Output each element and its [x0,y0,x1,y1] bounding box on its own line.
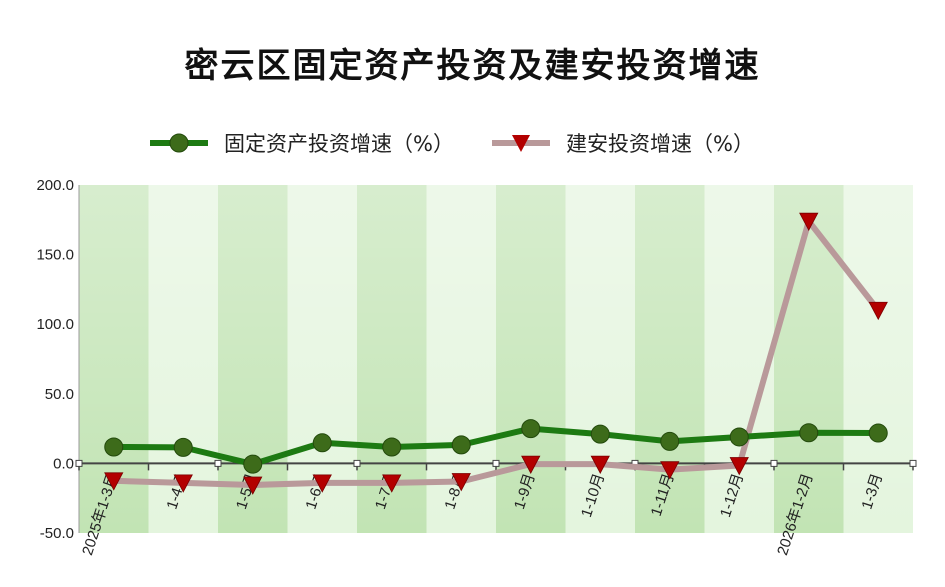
fixed-point [799,423,819,443]
y-tick-label: 50.0 [45,386,74,403]
fixed-point [660,431,680,451]
construction-point [868,301,888,321]
y-tick-label: 200.0 [36,177,74,194]
y-axis: 200.0 150.0 100.0 50.0 0.0 -50.0 [36,177,80,542]
axis-marker [214,459,222,467]
y-tick-label: 150.0 [36,247,74,264]
fixed-point [451,435,471,455]
legend-marker-construction [512,135,530,152]
series-fixed-line [113,425,879,468]
fixed-point [729,427,749,447]
construction-point [660,461,680,480]
fixed-point [243,454,263,474]
construction-point [382,474,402,493]
legend-label-construction: 建安投资增速（%） [566,132,754,156]
construction-point [590,455,610,474]
legend-marker-fixed [169,133,189,153]
legend: 固定资产投资增速（%） 建安投资增速（%） [150,132,754,156]
construction-point [312,474,332,493]
construction-point [451,473,471,492]
legend-item-construction: 建安投资增速（%） [492,132,754,156]
series-construction-line [113,218,881,488]
fixed-point [312,433,332,453]
axis-marker [770,459,778,467]
series-layer [104,212,888,495]
legend-item-fixed: 固定资产投资增速（%） [150,132,454,156]
axis-marker [909,459,917,467]
fixed-point [868,423,888,443]
axis-marker [75,459,83,467]
fixed-point [104,437,124,457]
construction-point [799,212,819,232]
construction-point [243,476,263,495]
fixed-point [521,419,541,439]
legend-label-fixed: 固定资产投资增速（%） [224,132,454,156]
y-tick-label: 0.0 [53,455,74,472]
axis-marker [492,459,500,467]
axis-marker [353,459,361,467]
fixed-point [590,424,610,444]
construction-point [173,474,193,493]
fixed-point [382,437,402,457]
y-tick-label: -50.0 [40,525,74,542]
y-tick-label: 100.0 [36,316,74,333]
chart-title: 密云区固定资产投资及建安投资增速 [184,46,761,86]
construction-point [104,472,124,491]
construction-point [521,455,541,474]
fixed-point [173,437,193,457]
construction-point [729,457,749,476]
